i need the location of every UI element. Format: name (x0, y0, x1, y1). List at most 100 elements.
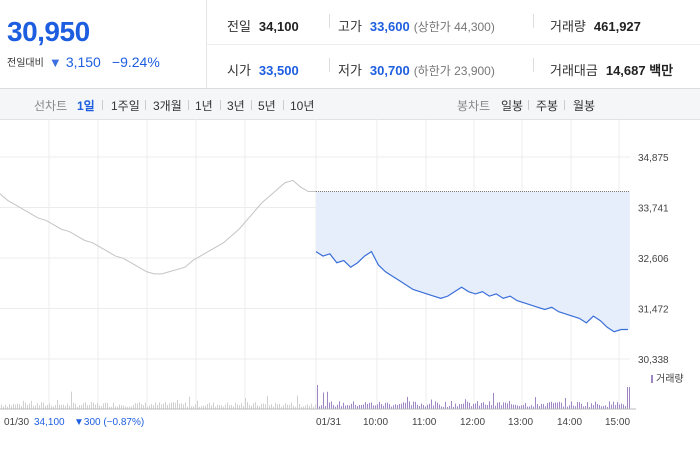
volume-bar (555, 402, 556, 409)
volume-bar (339, 401, 340, 409)
volume-bar (183, 404, 184, 409)
volume-bar (381, 404, 382, 409)
volume-bar (541, 403, 542, 409)
volume-bar (571, 401, 572, 409)
volume-bar (367, 403, 368, 409)
volume-bar (483, 402, 484, 409)
volume-bar (57, 399, 58, 409)
volume-bar (225, 404, 226, 409)
volume-bar (175, 402, 176, 409)
volume-bar (363, 404, 364, 409)
volume-bar (469, 402, 470, 409)
volume-bar (39, 405, 40, 409)
volume-bar (419, 405, 420, 409)
volume-bar (207, 404, 208, 409)
tab-1year[interactable]: 1년 (195, 99, 213, 113)
y-tick-label: 33,741 (638, 204, 669, 215)
tab-weekly[interactable]: 주봉 (536, 99, 559, 113)
tab-3month[interactable]: 3개월 (153, 99, 182, 113)
volume-bar (307, 404, 308, 409)
volume-bar (201, 406, 202, 409)
volume-bar (267, 396, 268, 409)
volume-bar (269, 405, 270, 409)
volume-bar (195, 404, 196, 409)
volume-bar (591, 403, 592, 409)
price-chart: 34,875 33,741 32,606 31,472 30,338 거래량 01/31… (0, 119, 684, 428)
volume-bar (77, 406, 78, 409)
volume-bar (609, 401, 610, 409)
volume-bar (531, 405, 532, 409)
volume-bar (277, 404, 278, 409)
prev-day-date: 01/30 (4, 417, 29, 428)
volume-bar (7, 406, 8, 409)
volume-bar (543, 404, 544, 409)
volume-bar (423, 404, 424, 409)
volume-bar (613, 401, 614, 409)
volume-bar (101, 406, 102, 409)
volume-bar (97, 403, 98, 409)
volume-bar (171, 402, 172, 409)
x-tick-label: 15:00 (605, 417, 630, 428)
y-tick-label: 30,338 (638, 355, 669, 366)
volume-bar (511, 404, 512, 409)
volume-bar (51, 405, 52, 409)
volume-bar (623, 404, 624, 409)
volume-bar (147, 406, 148, 409)
volume-bar (425, 406, 426, 409)
volume-bar (75, 403, 76, 409)
volume-bar (143, 405, 144, 409)
volume-bar (337, 404, 338, 409)
volume-bar (625, 405, 626, 409)
tab-1day[interactable]: 1일 (77, 99, 95, 113)
tab-5year[interactable]: 5년 (258, 99, 276, 113)
volume-bar (133, 404, 134, 409)
tab-10year[interactable]: 10년 (290, 99, 315, 113)
volume-bar (455, 403, 456, 409)
volume-bar (491, 405, 492, 409)
volume-bar (43, 402, 44, 409)
volume-bar (431, 399, 432, 409)
volume-bar (105, 402, 106, 409)
tab-3year[interactable]: 3년 (227, 99, 245, 113)
volume-bar (589, 406, 590, 409)
volume-bar (11, 405, 12, 409)
volume-bar (35, 405, 36, 409)
open-price: 시가 33,500 (227, 63, 299, 78)
volume-bar (619, 404, 620, 409)
volume-bar (159, 402, 160, 409)
volume-bar (513, 404, 514, 409)
volume-bar (597, 403, 598, 409)
change-label: 전일대비 (7, 58, 44, 69)
volume-bar (393, 405, 394, 409)
volume-bar (305, 405, 306, 409)
volume-bar (495, 405, 496, 409)
volume-bar (447, 406, 448, 409)
volume-bar (453, 406, 454, 409)
volume-bar (557, 402, 558, 409)
volume-bar (345, 405, 346, 409)
volume-bar (525, 402, 526, 409)
tab-monthly[interactable]: 월봉 (573, 99, 596, 113)
volume-bar (359, 405, 360, 409)
tab-daily[interactable]: 일봉 (501, 99, 524, 113)
volume-bar (299, 403, 300, 409)
volume-bar (581, 403, 582, 409)
volume-bar (407, 396, 408, 409)
volume-bar (145, 402, 146, 409)
volume-bar (399, 404, 400, 409)
volume-bar (315, 404, 316, 409)
volume-bar (607, 406, 608, 409)
volume-bar (459, 404, 460, 409)
current-price: 30,950 (7, 16, 90, 47)
volume-bar (185, 402, 186, 409)
volume-bar (125, 406, 126, 409)
y-tick-label: 31,472 (638, 305, 669, 316)
volume-bar (301, 406, 302, 409)
volume-bar (445, 401, 446, 409)
volume-bar (567, 406, 568, 409)
down-arrow-icon: ▼ (48, 55, 62, 70)
volume-bar (539, 406, 540, 409)
tab-1week[interactable]: 1주일 (111, 99, 140, 113)
volume-bar (521, 405, 522, 409)
volume-bar (507, 403, 508, 409)
